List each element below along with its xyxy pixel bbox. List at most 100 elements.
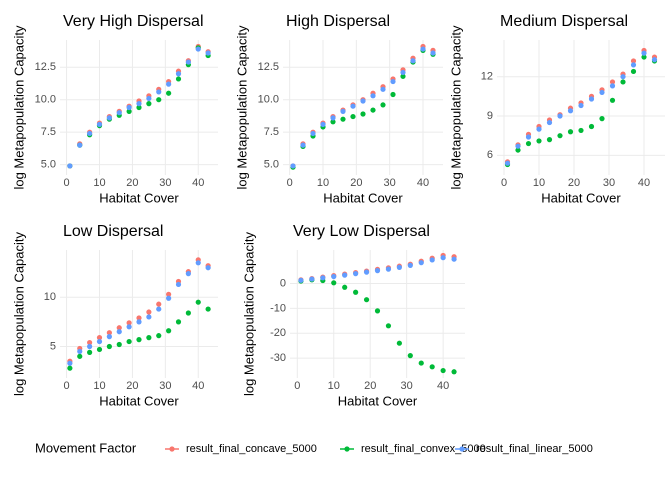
- x-tick-label: 30: [603, 177, 615, 189]
- point: [429, 364, 435, 370]
- point: [126, 338, 132, 345]
- x-tick-label: 40: [192, 177, 204, 189]
- point: [340, 108, 346, 114]
- point: [641, 50, 647, 56]
- point: [156, 333, 162, 339]
- point: [330, 119, 336, 125]
- point: [567, 129, 574, 135]
- x-tick-label: 30: [159, 177, 171, 189]
- x-tick-label: 0: [501, 177, 507, 189]
- point: [67, 163, 73, 169]
- point: [363, 269, 370, 275]
- point: [320, 121, 326, 127]
- y-tick-label: 10.0: [35, 94, 56, 106]
- y-tick-label: -30: [270, 352, 286, 364]
- point: [166, 81, 172, 87]
- point: [536, 126, 542, 132]
- point: [407, 353, 413, 359]
- y-tick-label: 12: [481, 71, 493, 83]
- x-tick-label: 40: [638, 177, 650, 189]
- x-tick-label: 0: [287, 177, 293, 189]
- point: [342, 284, 348, 290]
- point: [166, 291, 172, 297]
- point: [106, 343, 112, 350]
- point: [156, 97, 162, 103]
- x-tick-label: 0: [64, 380, 70, 392]
- point: [396, 340, 402, 346]
- point: [440, 367, 446, 374]
- y-tick-label: 5.0: [264, 159, 279, 171]
- point: [641, 54, 647, 60]
- point: [156, 306, 162, 312]
- point: [136, 315, 142, 321]
- y-axis-label: log Metapopulation Capacity: [11, 231, 26, 396]
- point: [630, 68, 637, 75]
- point: [156, 89, 162, 95]
- point: [146, 95, 152, 102]
- point: [126, 104, 132, 111]
- panel-title: Very High Dispersal: [63, 13, 204, 30]
- point: [525, 140, 532, 147]
- x-axis-label: Habitat Cover: [99, 393, 179, 408]
- point: [106, 115, 112, 121]
- panel-title: Very Low Dispersal: [293, 223, 430, 240]
- point: [185, 271, 191, 277]
- y-tick-label: 12.5: [258, 61, 279, 73]
- point: [87, 130, 93, 137]
- point: [136, 337, 142, 343]
- point: [588, 96, 595, 102]
- point: [578, 102, 584, 109]
- point: [515, 147, 521, 153]
- point: [166, 90, 172, 96]
- point: [418, 260, 424, 266]
- point: [87, 339, 93, 346]
- point: [350, 113, 356, 120]
- point: [300, 142, 306, 148]
- panel-title: Low Dispersal: [63, 223, 163, 240]
- point: [205, 306, 211, 312]
- x-tick-label: 20: [126, 177, 138, 189]
- point: [370, 93, 376, 99]
- point: [546, 119, 553, 126]
- point: [567, 108, 574, 114]
- y-tick-label: -10: [270, 302, 286, 314]
- y-tick-label: 9: [487, 110, 493, 122]
- point: [340, 116, 346, 122]
- x-tick-label: 20: [126, 380, 138, 392]
- point: [96, 338, 103, 345]
- point: [166, 328, 172, 334]
- point: [374, 308, 381, 314]
- x-tick-label: 10: [317, 177, 329, 189]
- point: [353, 289, 359, 295]
- x-tick-label: 10: [93, 380, 105, 392]
- point: [136, 101, 142, 107]
- point: [418, 360, 424, 366]
- point: [353, 271, 359, 277]
- panel-title: Medium Dispersal: [500, 13, 628, 30]
- point: [175, 281, 182, 288]
- point: [620, 79, 626, 85]
- x-tick-label: 40: [417, 177, 429, 189]
- point: [331, 280, 337, 286]
- legend-swatch: [344, 446, 350, 452]
- point: [630, 62, 637, 68]
- point: [175, 71, 182, 77]
- legend-swatch: [459, 446, 465, 452]
- y-tick-label: 12.5: [35, 61, 56, 73]
- point: [410, 58, 416, 64]
- point: [146, 335, 152, 341]
- x-tick-label: 20: [568, 177, 580, 189]
- point: [195, 299, 201, 305]
- x-tick-label: 10: [533, 177, 545, 189]
- point: [195, 46, 201, 52]
- point: [360, 98, 366, 104]
- point: [146, 101, 152, 107]
- x-tick-label: 30: [159, 380, 171, 392]
- point: [420, 46, 426, 52]
- point: [77, 348, 83, 355]
- point: [77, 353, 83, 359]
- point: [609, 83, 616, 89]
- point: [309, 276, 315, 282]
- x-tick-label: 10: [328, 380, 340, 392]
